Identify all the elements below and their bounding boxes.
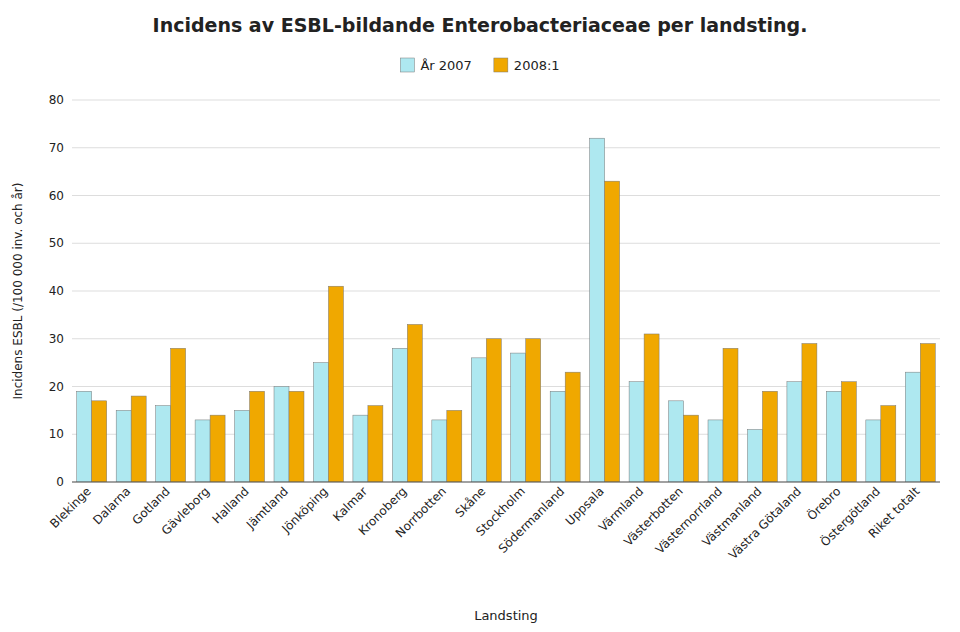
x-tick-label: Dalarna: [90, 484, 133, 527]
bar: Örebro – År 2007: 19: [826, 391, 841, 482]
title: Incidens av ESBL-bildande Enterobacteria…: [153, 14, 808, 36]
x-tick-label: Västra Götaland: [726, 484, 804, 562]
bar: Halland – År 2007: 15: [235, 410, 250, 482]
bar: Gävleborg – 2008:1: 14: [210, 415, 225, 482]
y-tick-label: 50: [49, 236, 64, 250]
grid-line: [72, 147, 940, 148]
x-tick-label: Kalmar: [330, 484, 370, 524]
y-tick-label: 30: [49, 332, 64, 346]
bar: Halland – 2008:1: 19: [250, 391, 265, 482]
x-tick-label: Skåne: [453, 484, 489, 520]
bar: Stockholm – 2008:1: 30: [526, 339, 541, 482]
bar: Jämtland – 2008:1: 19: [289, 391, 304, 482]
legend-label: 2008:1: [514, 58, 560, 73]
grid: [72, 100, 940, 482]
bar: Kronoberg – År 2007: 28: [392, 348, 407, 482]
legend-swatch: [400, 58, 414, 72]
grid-line: [72, 291, 940, 292]
bar: Västernorrland – År 2007: 13: [708, 420, 723, 482]
grid-line: [72, 195, 940, 196]
bar: Skåne – År 2007: 26: [471, 358, 486, 482]
x-tick-label: Södermanland: [496, 484, 568, 556]
bar: Södermanland – År 2007: 19: [550, 391, 565, 482]
x-tick-label: Norrbotten: [393, 484, 449, 540]
bar: Gotland – År 2007: 16: [156, 406, 171, 482]
bar: Blekinge – 2008:1: 17: [92, 401, 107, 482]
x-axis-line: [72, 482, 940, 483]
bar: Västerbotten – År 2007: 17: [669, 401, 684, 482]
chart: Incidens av ESBL-bildande Enterobacteria…: [0, 0, 960, 632]
x-tick-label: Gävleborg: [159, 484, 213, 538]
x-tick-label: Blekinge: [47, 484, 94, 531]
x-tick-label: Riket totalt: [866, 484, 923, 541]
bar: Kronoberg – 2008:1: 33: [407, 324, 422, 482]
bar: Jämtland – År 2007: 20: [274, 387, 289, 483]
bar: Västmanland – 2008:1: 19: [762, 391, 777, 482]
bar: Kalmar – År 2007: 14: [353, 415, 368, 482]
bar: Värmland – År 2007: 21: [629, 382, 644, 482]
y-tick-label: 0: [56, 475, 64, 489]
legend-item: 2008:1: [494, 58, 560, 73]
x-tick-label: Örebro: [803, 483, 843, 523]
legend-item: År 2007: [400, 58, 471, 73]
x-tick-label: Jönköping: [279, 484, 331, 536]
y-tick-label: 10: [49, 427, 64, 441]
bar: Skåne – 2008:1: 30: [486, 339, 501, 482]
x-axis-label: Landsting: [474, 608, 538, 623]
bar: Värmland – 2008:1: 31: [644, 334, 659, 482]
legend: År 2007 2008:1: [400, 58, 559, 73]
x-tick-label: Västernorrland: [653, 484, 725, 556]
bar: Kalmar – 2008:1: 16: [368, 406, 383, 482]
bar: Blekinge – År 2007: 19: [77, 391, 92, 482]
bar: Riket totalt – 2008:1: 29: [920, 344, 935, 482]
bar: Dalarna – År 2007: 15: [116, 410, 131, 482]
bar: Västra Götaland – År 2007: 21: [787, 382, 802, 482]
bar: Uppsala – 2008:1: 63: [605, 181, 620, 482]
bar: Västra Götaland – 2008:1: 29: [802, 344, 817, 482]
grid-line: [72, 338, 940, 339]
bar: Jönköping – 2008:1: 41: [328, 286, 343, 482]
bar: Västmanland – År 2007: 11: [747, 429, 762, 482]
y-tick-label: 70: [49, 141, 64, 155]
bar: Dalarna – 2008:1: 18: [131, 396, 146, 482]
bar: Östergötland – 2008:1: 16: [881, 406, 896, 482]
bar: Stockholm – År 2007: 27: [511, 353, 526, 482]
y-tick-label: 20: [49, 380, 64, 394]
y-tick-label: 40: [49, 284, 64, 298]
bar: Södermanland – 2008:1: 23: [565, 372, 580, 482]
bar: Örebro – 2008:1: 21: [841, 382, 856, 482]
bar: Norrbotten – År 2007: 13: [432, 420, 447, 482]
bar: Västerbotten – 2008:1: 14: [684, 415, 699, 482]
bar: Riket totalt – År 2007: 23: [905, 372, 920, 482]
y-tick-label: 80: [49, 93, 64, 107]
bar: Gotland – 2008:1: 28: [171, 348, 186, 482]
bar: Västernorrland – 2008:1: 28: [723, 348, 738, 482]
bars: Blekinge – År 2007: 19 Dalarna – År 2007:…: [77, 138, 936, 482]
bar: Jönköping – År 2007: 25: [313, 363, 328, 482]
legend-swatch: [494, 58, 508, 72]
grid-line: [72, 482, 940, 483]
grid-line: [72, 243, 940, 244]
grid-line: [72, 100, 940, 101]
bar: Gävleborg – År 2007: 13: [195, 420, 210, 482]
legend-label: År 2007: [420, 58, 471, 73]
y-tick-label: 60: [49, 189, 64, 203]
bar: Östergötland – År 2007: 13: [866, 420, 881, 482]
bar: Uppsala – År 2007: 72: [590, 138, 605, 482]
y-axis-label: Incidens ESBL (/100 000 inv. och år): [11, 183, 25, 400]
bar: Norrbotten – 2008:1: 15: [447, 410, 462, 482]
